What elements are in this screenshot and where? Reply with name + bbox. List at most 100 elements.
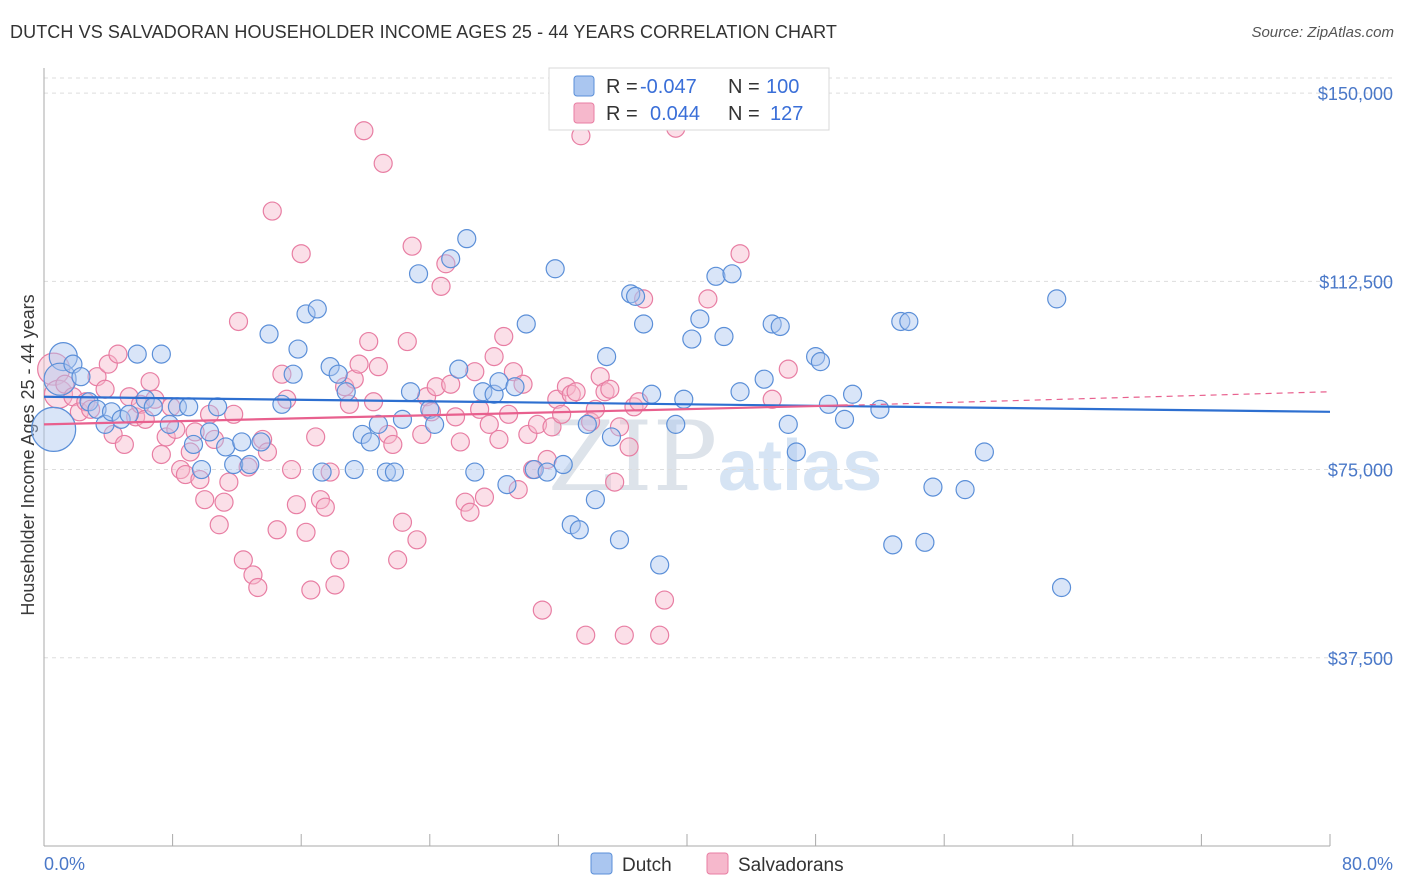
y-axis-title: Householder Income Ages 25 - 44 years [18, 294, 38, 615]
salvadorans-point [609, 417, 630, 437]
trend-lines [43, 391, 1331, 426]
salvadorans-point [315, 497, 335, 517]
salvadorans-point [402, 236, 422, 256]
dutch-point [183, 434, 204, 455]
salvadorans-point [650, 625, 670, 645]
dutch-point [457, 229, 477, 249]
salvadorans-point [426, 377, 446, 397]
salvadorans-point [151, 444, 171, 465]
salvadorans-point [257, 442, 278, 462]
salvadorans-point [156, 427, 176, 447]
dutch-point [179, 397, 199, 417]
dutch-point [834, 409, 855, 429]
dutch-point [251, 432, 271, 452]
dutch-point [425, 414, 445, 434]
salvadorans-point [81, 399, 101, 419]
dutch-point [216, 437, 236, 457]
dutch-point [690, 309, 710, 329]
legend-r-salvadorans: 0.044 [650, 103, 700, 125]
dutch-point [666, 414, 686, 434]
salvadorans-point [614, 625, 634, 645]
dutch-point [762, 314, 782, 334]
dutch-point [730, 382, 750, 402]
dutch-point [842, 384, 863, 404]
dutch-point [516, 314, 536, 334]
salvadorans-point [619, 437, 639, 457]
dutch-point [883, 535, 903, 555]
salvadorans-point [219, 472, 239, 492]
salvadorans-point [445, 407, 466, 427]
salvadorans-point [140, 372, 160, 392]
dutch-points [31, 229, 1072, 598]
dutch-point [352, 424, 372, 445]
salvadorans-point [397, 331, 417, 352]
dutch-point [497, 475, 517, 495]
salvadorans-point [494, 326, 514, 347]
salvadorans-point [373, 153, 393, 173]
dutch-point [288, 339, 308, 359]
dutch-point [191, 459, 212, 480]
dutch-point [408, 264, 429, 284]
legend-n-label-salvadorans: N = [728, 103, 760, 125]
legend-r-label-dutch: R = [606, 76, 638, 98]
legend-swatch-salvadorans [573, 102, 595, 124]
dutch-point [127, 344, 147, 364]
salvadorans-point [762, 389, 782, 409]
salvadorans-point [291, 244, 311, 264]
dutch-point [473, 382, 493, 402]
salvadorans-point [286, 495, 306, 515]
dutch-point [714, 326, 734, 347]
dutch-point [449, 359, 469, 379]
dutch-point [545, 259, 565, 279]
salvadorans-point [455, 492, 475, 512]
dutch-point [360, 432, 380, 452]
dutch-point [151, 344, 171, 364]
dutch-point [609, 530, 630, 550]
dutch-point [159, 414, 179, 434]
dutch-point [915, 532, 935, 552]
salvadorans-point [527, 414, 548, 434]
dutch-point [368, 414, 388, 434]
dutch-point [601, 427, 622, 447]
salvadorans-point [108, 344, 128, 364]
salvadorans-point [145, 389, 165, 409]
dutch-point [974, 442, 994, 462]
dutch-point [955, 480, 975, 500]
salvadorans-point [532, 600, 552, 620]
dutch-point [870, 399, 890, 419]
salvadorans-point [296, 522, 316, 542]
dutch-point [754, 369, 774, 389]
dutch-point [143, 397, 163, 417]
watermark-atlas: atlas [718, 426, 882, 506]
salvadorans-point [325, 575, 345, 595]
salvadorans-point [330, 550, 350, 570]
dutch-point [537, 462, 557, 482]
dutch-point [312, 462, 332, 482]
dutch-point [224, 454, 244, 475]
y-tick-label: $37,500 [1328, 649, 1393, 669]
salvadorans-point [566, 382, 586, 402]
salvadorans-point [368, 357, 388, 377]
x-axis-ticks [43, 834, 1331, 846]
salvadorans-point [431, 276, 451, 296]
salvadorans-point [98, 354, 118, 374]
legend-swatch-dutch [573, 75, 595, 97]
dutch-point [259, 324, 279, 344]
dutch-point [818, 394, 839, 414]
dutch-point [810, 352, 831, 372]
dutch-point [31, 406, 77, 452]
dutch-point [489, 372, 509, 392]
salvadorans-point [600, 379, 620, 399]
salvadorans-point [301, 580, 321, 600]
dutch-point [650, 555, 670, 575]
dutch-point [597, 347, 617, 367]
salvadorans-point [349, 354, 369, 374]
dutch-point [344, 459, 364, 480]
legend-r-dutch: -0.047 [640, 76, 697, 98]
salvadorans-point [513, 374, 533, 394]
salvadorans-point [730, 244, 750, 264]
salvadorans-point [441, 374, 461, 394]
dutch-point [400, 382, 421, 402]
x-tick-label-min: 0.0% [44, 854, 85, 874]
dutch-point [577, 414, 597, 434]
